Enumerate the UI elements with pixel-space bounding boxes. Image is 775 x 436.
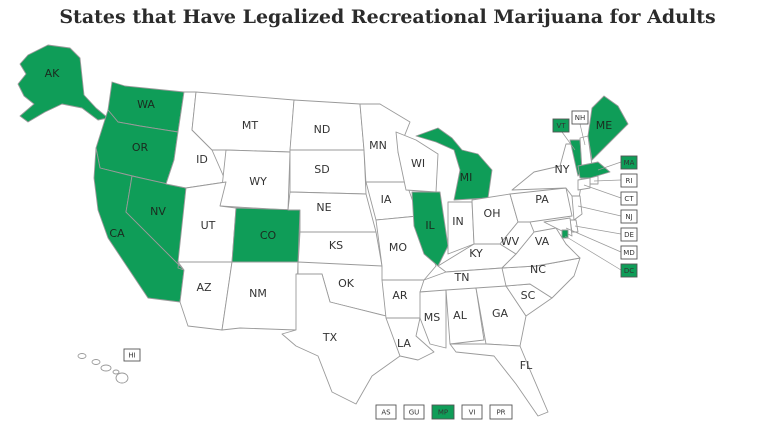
territory-VI[interactable]: VI (462, 405, 482, 419)
svg-text:NJ: NJ (625, 213, 632, 221)
svg-text:DC: DC (624, 267, 634, 275)
label-IN: IN (452, 215, 463, 228)
label-MI: MI (460, 171, 473, 184)
svg-text:AS: AS (381, 409, 391, 417)
label-CO: CO (260, 229, 277, 242)
state-AK[interactable] (18, 45, 108, 122)
svg-text:PR: PR (496, 409, 505, 417)
label-AZ: AZ (196, 281, 212, 294)
label-WI: WI (411, 157, 425, 170)
svg-text:MP: MP (438, 409, 448, 417)
callout-MD[interactable]: MD (621, 246, 637, 259)
label-OK: OK (338, 277, 355, 290)
svg-text:CT: CT (624, 195, 634, 203)
callout-DC[interactable]: DC (621, 264, 637, 277)
svg-text:DE: DE (624, 231, 634, 239)
label-GA: GA (492, 307, 509, 320)
label-WY: WY (249, 175, 267, 188)
label-NM: NM (249, 287, 267, 300)
label-PA: PA (535, 193, 549, 206)
label-KY: KY (469, 247, 483, 260)
label-MS: MS (424, 311, 440, 324)
callout-HI[interactable]: HI (124, 349, 140, 361)
callout-DE[interactable]: DE (621, 228, 637, 241)
label-TX: TX (322, 331, 338, 344)
label-MT: MT (242, 119, 258, 132)
label-NC: NC (530, 263, 546, 276)
label-MO: MO (389, 241, 407, 254)
label-IL: IL (425, 219, 435, 232)
territory-MP[interactable]: MP (432, 405, 454, 419)
state-NJ[interactable] (572, 196, 582, 220)
callout-MA[interactable]: MA (621, 156, 637, 169)
label-MN: MN (369, 139, 387, 152)
label-ID: ID (196, 153, 208, 166)
label-IA: IA (381, 193, 392, 206)
callout-CT[interactable]: CT (621, 192, 637, 205)
callout-NH[interactable]: NH (572, 111, 588, 124)
territory-AS[interactable]: AS (376, 405, 396, 419)
label-NY: NY (555, 163, 570, 176)
callout-NJ[interactable]: NJ (621, 210, 637, 223)
label-CA: CA (109, 227, 125, 240)
label-ME: ME (596, 119, 612, 132)
territory-PR[interactable]: PR (490, 405, 512, 419)
label-LA: LA (397, 337, 411, 350)
label-OH: OH (484, 207, 501, 220)
label-VA: VA (535, 235, 550, 248)
label-SD: SD (314, 163, 329, 176)
label-NE: NE (316, 201, 331, 214)
state-NE[interactable] (288, 192, 376, 232)
label-WV: WV (501, 235, 520, 248)
state-HI[interactable] (78, 354, 128, 384)
svg-text:HI: HI (128, 352, 135, 360)
svg-text:GU: GU (409, 409, 420, 417)
label-TN: TN (454, 271, 470, 284)
svg-text:NH: NH (575, 114, 586, 122)
callout-RI[interactable]: RI (621, 174, 637, 187)
territory-GU[interactable]: GU (404, 405, 424, 419)
territories-legend: AS GU MP VI PR (376, 405, 512, 419)
label-UT: UT (201, 219, 216, 232)
svg-text:VI: VI (469, 409, 476, 417)
label-AL: AL (453, 309, 468, 322)
label-WA: WA (137, 98, 155, 111)
svg-text:VT: VT (556, 122, 566, 130)
callout-VT[interactable]: VT (553, 119, 569, 132)
label-OR: OR (132, 141, 149, 154)
svg-text:MD: MD (623, 249, 634, 257)
state-DC[interactable] (562, 230, 568, 238)
label-SC: SC (521, 289, 536, 302)
svg-text:MA: MA (624, 159, 635, 167)
state-CT[interactable] (578, 178, 590, 190)
label-ND: ND (314, 123, 331, 136)
label-NV: NV (150, 205, 166, 218)
label-AK: AK (45, 67, 61, 80)
svg-text:RI: RI (626, 177, 633, 185)
label-KS: KS (329, 239, 343, 252)
label-AR: AR (392, 289, 408, 302)
label-FL: FL (520, 359, 533, 372)
